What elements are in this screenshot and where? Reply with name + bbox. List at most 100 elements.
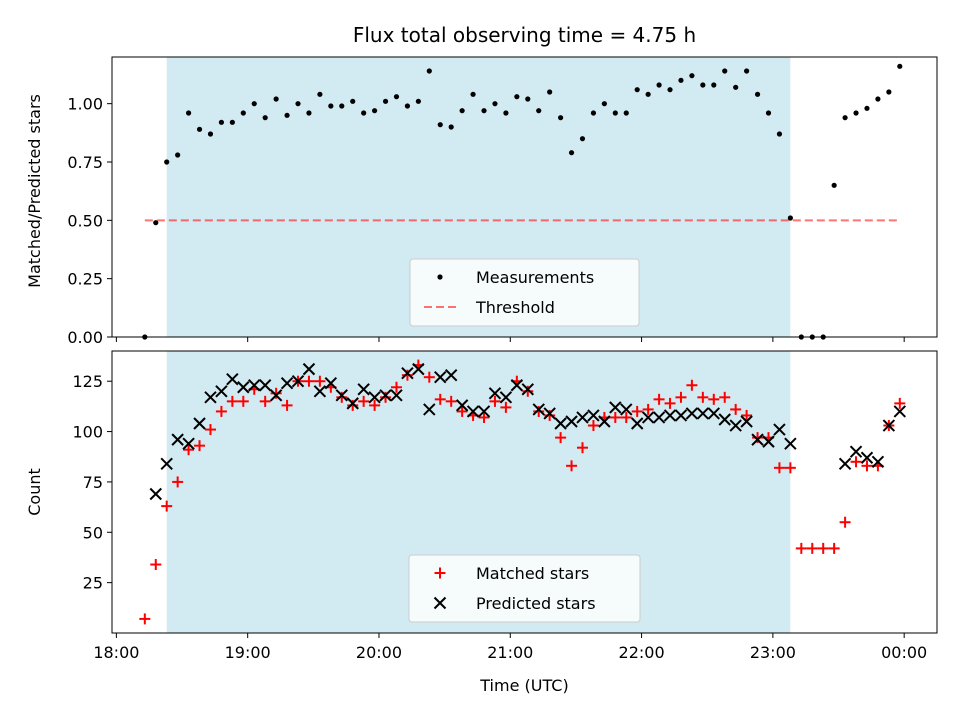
measurement-point: [437, 122, 443, 128]
predicted-star-point: [609, 401, 622, 414]
matched-star-point: [314, 375, 326, 387]
y-tick-label: 0.25: [67, 270, 103, 289]
x-tick-label: 19:00: [225, 643, 271, 662]
matched-star-point: [609, 411, 621, 423]
predicted-star-point: [871, 455, 885, 468]
measurement-point: [207, 131, 214, 137]
cross-stroke: [204, 391, 217, 404]
matched-star-point: [653, 393, 665, 405]
cross-stroke: [302, 362, 316, 376]
y-tick-label: 100: [72, 423, 103, 442]
measurement-point: [371, 108, 378, 114]
measurement-point: [645, 91, 651, 97]
matched-star-point: [631, 405, 643, 417]
matched-star-point: [194, 440, 206, 452]
measurement-point: [536, 108, 542, 114]
predicted-star-point: [335, 389, 348, 402]
cross-stroke: [751, 433, 764, 446]
cross-stroke: [455, 399, 469, 412]
matched-star-point: [380, 391, 392, 403]
matched-star-point: [566, 460, 578, 472]
cross-stroke: [532, 403, 545, 416]
cross-stroke: [171, 433, 184, 446]
measurement-point: [558, 115, 564, 121]
legend-marker-measurements: [437, 274, 443, 280]
legend-cross: [433, 596, 447, 610]
measurement-point: [656, 82, 662, 88]
measurement-point: [503, 110, 509, 116]
predicted-star-point: [258, 379, 272, 392]
matched-star-point: [828, 542, 840, 554]
measurement-point: [667, 87, 673, 93]
cross-stroke: [707, 407, 720, 420]
top-legend-box: [409, 258, 640, 327]
matched-star-point: [369, 399, 381, 411]
predicted-star-point: [838, 457, 852, 471]
matched-star-point: [675, 391, 687, 403]
measurement-point: [897, 63, 903, 69]
top-x-ticks: [115, 337, 905, 342]
measurement-point: [459, 108, 465, 114]
predicted-star-point: [269, 389, 283, 402]
predicted-star-point: [576, 411, 589, 424]
measurement-point: [722, 68, 728, 74]
predicted-star-point: [598, 415, 611, 428]
cross-stroke: [652, 411, 666, 424]
measurement-point: [339, 103, 345, 109]
legend-label-predicted: Predicted stars: [476, 594, 596, 613]
x-tick-label: 22:00: [619, 643, 665, 662]
measurement-point: [448, 124, 454, 130]
bottom-x-ticks: 18:00 19:00 20:00 21:00 22:00 23:00 00:00: [93, 633, 927, 662]
predicted-star-point: [860, 451, 874, 464]
predicted-star-point: [455, 399, 469, 412]
predicted-star-point: [149, 487, 162, 501]
measurement-point: [875, 96, 881, 102]
measurement-point: [404, 103, 411, 109]
cross-stroke: [849, 445, 863, 458]
predicted-star-point: [587, 409, 600, 422]
cross-stroke: [718, 413, 731, 426]
matched-star-point: [478, 411, 490, 423]
measurement-point: [262, 115, 268, 121]
measurement-point: [229, 119, 235, 125]
predicted-star-point: [554, 417, 567, 430]
matched-star-point: [150, 559, 162, 571]
predicted-star-point: [248, 379, 261, 392]
predicted-star-point: [893, 405, 907, 418]
predicted-star-point: [302, 362, 316, 376]
x-axis-label: Time (UTC): [479, 676, 568, 695]
measurement-point: [886, 89, 892, 95]
matched-star-point: [281, 399, 293, 411]
matched-star-point: [730, 403, 742, 415]
cross-stroke: [630, 417, 644, 430]
predicted-star-point: [324, 377, 338, 390]
predicted-star-point: [291, 375, 305, 388]
measurement-point: [284, 112, 290, 118]
predicted-star-point: [499, 391, 513, 404]
matched-star-point: [839, 516, 851, 528]
matched-star-point: [270, 387, 282, 399]
matched-star-point: [544, 409, 556, 421]
predicted-star-point: [390, 389, 403, 402]
matched-star-point: [894, 397, 906, 409]
y-tick-label: 50: [83, 523, 103, 542]
cross-stroke: [663, 409, 677, 422]
predicted-star-point: [379, 389, 392, 402]
predicted-star-point: [543, 407, 556, 420]
cross-stroke: [280, 377, 294, 390]
measurement-point: [623, 110, 629, 116]
matched-star-points: [139, 359, 906, 625]
measurement-point: [164, 159, 170, 165]
measurement-point: [864, 105, 870, 111]
predicted-star-point: [401, 366, 414, 380]
y-tick-label: 0.50: [67, 211, 103, 230]
bottom-y-axis-label: Count: [25, 468, 44, 516]
predicted-star-point: [477, 405, 491, 418]
measurement-point: [601, 101, 607, 107]
cross-stroke: [893, 405, 907, 418]
predicted-star-point: [663, 409, 677, 422]
matched-star-point: [500, 401, 512, 413]
measurement-point: [568, 150, 575, 156]
matched-star-point: [752, 432, 764, 444]
predicted-star-point: [444, 368, 458, 382]
